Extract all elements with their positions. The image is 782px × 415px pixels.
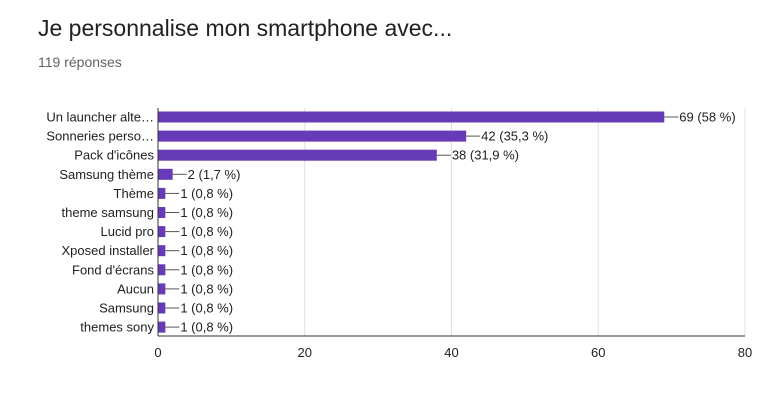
- category-label: Samsung: [99, 301, 154, 316]
- bar: [158, 149, 437, 161]
- category-label: Thème: [114, 186, 154, 201]
- bar: [158, 321, 166, 333]
- data-label: 1 (0,8 %): [180, 205, 233, 220]
- bar: [158, 264, 166, 276]
- data-label: 1 (0,8 %): [180, 301, 233, 316]
- bar: [158, 226, 166, 238]
- category-label: Pack d'icônes: [74, 148, 154, 163]
- response-count: 119 réponses: [38, 54, 122, 70]
- category-label: themes sony: [80, 320, 154, 335]
- data-label: 2 (1,7 %): [188, 167, 241, 182]
- data-label: 42 (35,3 %): [481, 129, 548, 144]
- category-label: Samsung thème: [59, 167, 154, 182]
- data-labels: 69 (58 %) 42 (35,3 %) 38 (31,9 %) 2 (1,7 %)…: [165, 110, 736, 335]
- data-label: 1 (0,8 %): [180, 320, 233, 335]
- bar: [158, 283, 166, 295]
- data-label: 1 (0,8 %): [180, 243, 233, 258]
- data-label: 69 (58 %): [679, 110, 735, 125]
- data-label: 1 (0,8 %): [180, 224, 233, 239]
- bar: [158, 130, 467, 142]
- x-tick-label: 40: [444, 345, 458, 360]
- bar: [158, 187, 166, 199]
- x-tick-label: 0: [154, 345, 161, 360]
- category-label: theme samsung: [62, 205, 155, 220]
- category-label: Xposed installer: [62, 243, 155, 258]
- bars: [158, 111, 665, 333]
- x-tick-label: 80: [738, 345, 752, 360]
- category-label: Fond d'écrans: [72, 262, 154, 277]
- x-tick-label: 60: [591, 345, 605, 360]
- bar: [158, 302, 166, 314]
- bar: [158, 245, 166, 257]
- category-label: Un launcher alte…: [46, 110, 154, 125]
- grid-lines: [304, 108, 746, 336]
- category-label: Sonneries perso…: [46, 129, 154, 144]
- chart-title: Je personnalise mon smartphone avec...: [38, 15, 453, 41]
- data-label: 1 (0,8 %): [180, 186, 233, 201]
- bar: [158, 168, 173, 180]
- bar: [158, 111, 665, 123]
- x-tick-label: 20: [298, 345, 312, 360]
- data-label: 1 (0,8 %): [180, 281, 233, 296]
- category-label: Aucun: [117, 281, 154, 296]
- axes: 0 20 40 60 80: [154, 108, 752, 360]
- bar: [158, 207, 166, 218]
- category-labels: Un launcher alte… Sonneries perso… Pack d'…: [46, 110, 154, 335]
- data-label: 38 (31,9 %): [452, 148, 519, 163]
- category-label: Lucid pro: [101, 224, 154, 239]
- data-label: 1 (0,8 %): [180, 262, 233, 277]
